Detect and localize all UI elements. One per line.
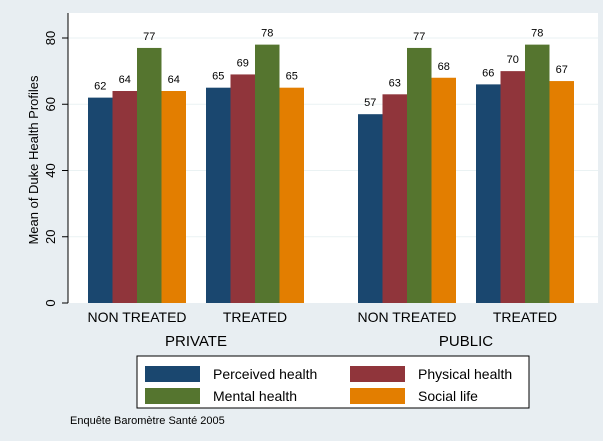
category-labels: NON TREATED TREATED PRIVATE NON TREATED TREA…: [87, 309, 557, 350]
bar: [137, 47, 162, 303]
legend-label: Social life: [418, 388, 478, 404]
bar: [500, 71, 525, 303]
y-tick-label: 80: [43, 31, 58, 45]
source-note: Enquête Baromètre Santé 2005: [70, 415, 225, 427]
bar-value-label: 64: [119, 74, 131, 86]
bar-value-label: 62: [94, 81, 106, 93]
bar-value-label: 77: [143, 31, 155, 43]
bar: [255, 44, 280, 303]
bar-value-label: 66: [482, 67, 494, 79]
y-tick-label: 60: [43, 97, 58, 111]
bar: [88, 97, 113, 303]
bar: [476, 84, 501, 303]
bar-value-label: 65: [212, 71, 224, 83]
bar: [279, 87, 304, 303]
legend-label: Mental health: [213, 388, 297, 404]
bar-value-label: 69: [237, 57, 249, 69]
bar: [230, 74, 255, 303]
legend-label: Perceived health: [213, 366, 317, 382]
bar-value-label: 70: [507, 54, 519, 66]
bar-value-label: 57: [364, 97, 376, 109]
legend-swatch: [145, 388, 200, 404]
legend-swatch: [350, 388, 405, 404]
bar: [112, 91, 137, 303]
bar-value-label: 77: [413, 31, 425, 43]
bar-value-label: 64: [168, 74, 180, 86]
bar: [407, 47, 432, 303]
legend-swatch: [145, 366, 200, 382]
y-tick-label: 20: [43, 230, 58, 244]
group-label: PRIVATE: [165, 333, 227, 350]
bar-value-label: 68: [438, 61, 450, 73]
bar-value-label: 63: [389, 77, 401, 89]
legend: Perceived health Physical health Mental he…: [136, 355, 530, 409]
y-axis-label: Mean of Duke Health Profiles: [26, 75, 41, 245]
category-label: TREATED: [223, 309, 287, 325]
bar: [431, 77, 456, 303]
y-tick-label: 0: [43, 299, 58, 306]
bar: [525, 44, 550, 303]
bar-value-label: 78: [261, 28, 273, 40]
bar-value-label: 78: [531, 28, 543, 40]
bar: [161, 91, 186, 303]
bar-value-label: 65: [286, 71, 298, 83]
category-label: TREATED: [493, 309, 557, 325]
bars-layer: 62 64 77 64 65 69 78 65 57 63 77 68 66 70 78 67: [88, 28, 574, 303]
bar: [206, 87, 231, 303]
legend-box: [136, 355, 530, 409]
bar: [358, 114, 383, 303]
bar: [549, 81, 574, 303]
y-tick-label: 40: [43, 163, 58, 177]
category-label: NON TREATED: [357, 309, 456, 325]
legend-label: Physical health: [418, 366, 512, 382]
bar-value-label: 67: [556, 64, 568, 76]
legend-swatch: [350, 366, 405, 382]
group-label: PUBLIC: [439, 333, 493, 350]
bar: [382, 94, 407, 303]
y-axis-ticks: 0 20 40 60 80: [43, 31, 68, 307]
category-label: NON TREATED: [87, 309, 186, 325]
